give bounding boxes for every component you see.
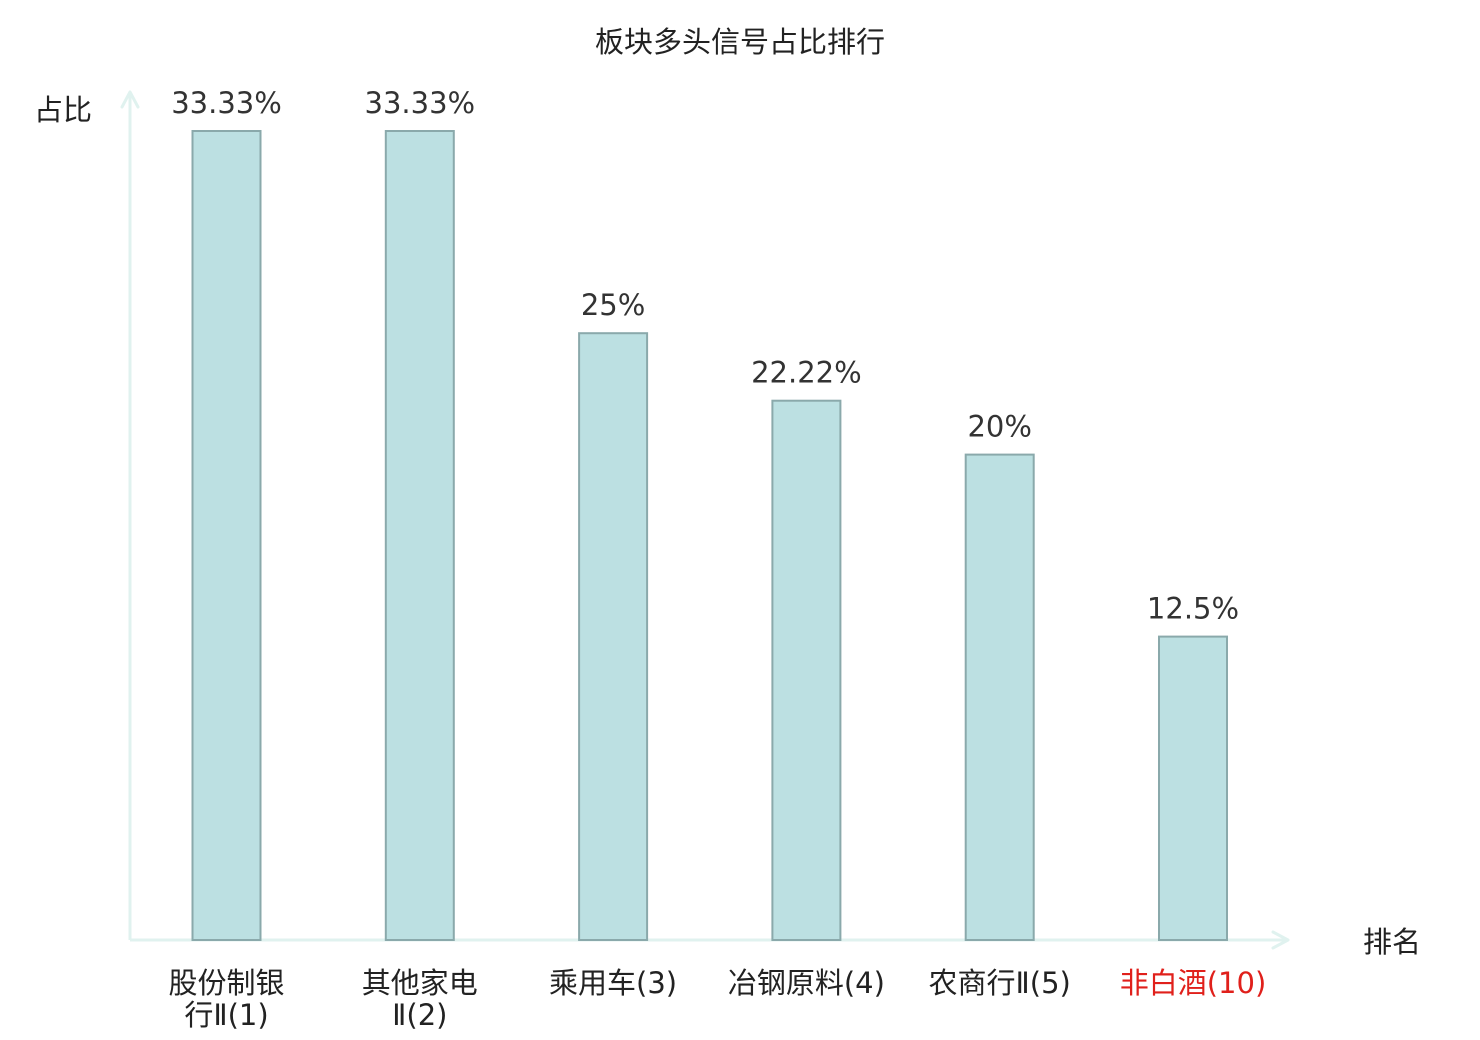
y-axis-title: 占比 <box>34 93 92 127</box>
bars-group <box>191 130 1228 941</box>
category-label-line: 冶钢原料(4) <box>728 966 885 1000</box>
bar-6 <box>1158 635 1228 941</box>
chart-title: 板块多头信号占比排行 <box>595 25 885 59</box>
category-label-line: 乘用车(3) <box>549 966 677 1000</box>
value-label-2: 33.33% <box>365 86 476 120</box>
bar-1 <box>191 130 262 941</box>
bar-5 <box>964 453 1035 941</box>
category-labels-group: 股份制银行Ⅱ(1) 其他家电 Ⅱ(2) 乘用车(3) 冶钢原料(4) 农商行Ⅱ(5) 非白酒… <box>168 966 1266 1032</box>
category-label-3: 乘用车(3) <box>549 966 677 1000</box>
x-axis-title: 排名 <box>1363 925 1421 959</box>
bar-4 <box>771 399 842 941</box>
value-label-5: 20% <box>967 410 1031 444</box>
category-label-line: 其他家电 <box>362 966 478 1000</box>
category-label-2: 其他家电 Ⅱ(2) <box>362 966 478 1032</box>
category-label-6: 非白酒(10) <box>1120 966 1267 1000</box>
value-label-3: 25% <box>581 288 645 322</box>
category-label-line: Ⅱ(2) <box>392 998 447 1032</box>
category-label-line: 非白酒(10) <box>1120 966 1267 1000</box>
category-label-4: 冶钢原料(4) <box>728 966 885 1000</box>
category-label-5: 农商行Ⅱ(5) <box>929 966 1071 1000</box>
bar-2 <box>384 130 455 941</box>
category-label-line: 行Ⅱ(1) <box>184 998 268 1032</box>
value-labels-group: 33.33% 33.33% 25% 22.22% 20% 12.5% <box>171 86 1239 626</box>
category-label-line: 股份制银 <box>168 966 284 1000</box>
value-label-1: 33.33% <box>171 86 282 120</box>
bar-3 <box>578 332 649 941</box>
value-label-4: 22.22% <box>751 356 862 390</box>
category-label-1: 股份制银行Ⅱ(1) <box>168 966 284 1032</box>
value-label-6: 12.5% <box>1147 592 1239 626</box>
category-label-line: 农商行Ⅱ(5) <box>929 966 1071 1000</box>
